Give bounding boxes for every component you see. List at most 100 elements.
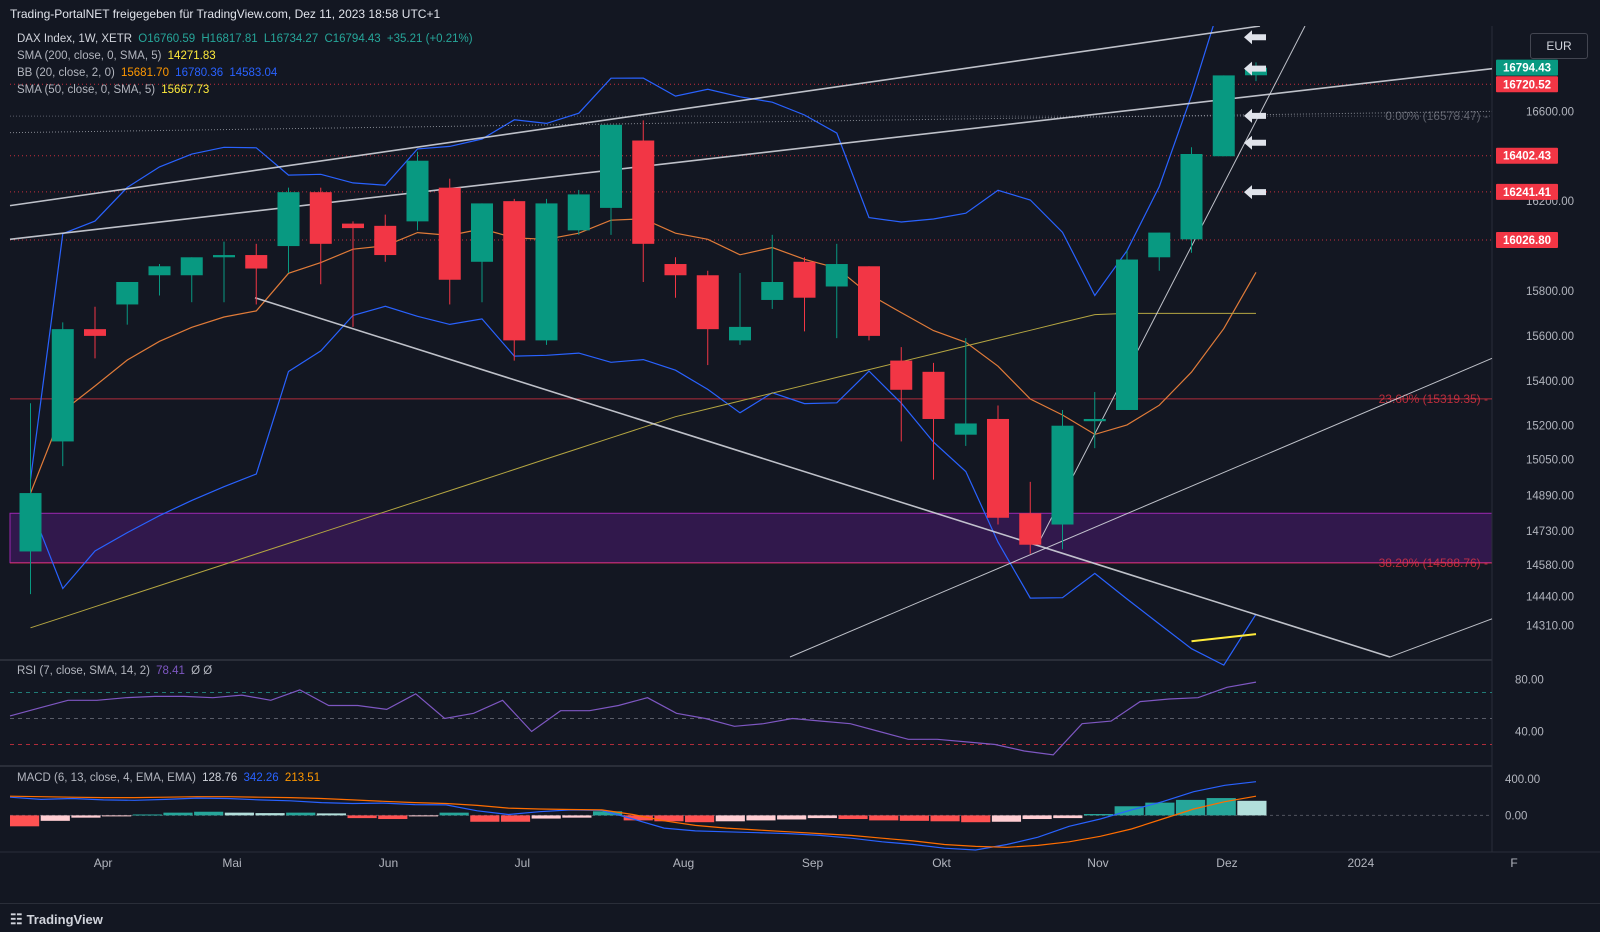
time-tick-label: Sep: [802, 856, 824, 870]
currency-button[interactable]: EUR: [1530, 33, 1588, 59]
macd-histogram-bar: [408, 815, 439, 817]
legend-macd-line: 342.26: [243, 772, 279, 784]
candle: [632, 120, 655, 282]
macd-tick-label: 0.00: [1505, 810, 1527, 822]
price-tag-label: 16026.80: [1503, 235, 1551, 247]
candle: [664, 257, 687, 298]
candle-body: [84, 329, 106, 336]
candle: [1019, 481, 1042, 554]
bb-lower-line: [29, 305, 1257, 666]
candle-body: [342, 223, 364, 229]
macd-pane[interactable]: 400.00 0.00: [9, 774, 1540, 851]
price-tick-label: 14890.00: [1526, 490, 1574, 502]
legend-bb-label: BB (20, close, 2, 0): [17, 67, 115, 79]
candle: [922, 362, 945, 480]
legend-main[interactable]: DAX Index, 1W, XETR O16760.59 H16817.81 …: [17, 33, 476, 45]
trend-line: [9, 110, 1493, 134]
macd-histogram-bar: [1206, 798, 1236, 816]
macd-histogram-bar: [1053, 815, 1083, 819]
time-axis[interactable]: Apr Mai Jun Jul Aug Sep Okt Nov Dez 2024 F: [94, 856, 1518, 870]
trend-line: [254, 296, 1391, 658]
price-chart[interactable]: 0.00% (16578.47) - 23.60% (15319.35) - 38.…: [0, 0, 1600, 903]
price-tick-label: 14580.00: [1526, 560, 1574, 572]
legend-change: +35.21 (+0.21%): [386, 33, 473, 45]
candles[interactable]: [19, 62, 1268, 595]
trend-line: [9, 25, 1261, 207]
candle: [1051, 409, 1074, 550]
arrow-marker: [1244, 108, 1266, 123]
legend-bb-lower: 14583.04: [229, 67, 278, 79]
macd-histogram-bar: [531, 815, 561, 819]
candle: [696, 270, 719, 366]
legend-sma50[interactable]: SMA (50, close, 0, SMA, 5) 15667.73: [17, 84, 212, 96]
price-tick-label: 15200.00: [1526, 421, 1574, 433]
legend-macd-value: 128.76: [202, 772, 238, 784]
price-tick-label: 15800.00: [1526, 286, 1574, 298]
macd-histogram-bar: [500, 815, 531, 822]
legend-symbol: DAX Index, 1W, XETR: [17, 33, 133, 45]
purple-zone: [9, 512, 1493, 564]
rsi-pane[interactable]: 80.00 40.00: [9, 675, 1544, 756]
candle: [600, 124, 622, 235]
macd-histogram-bar: [1022, 815, 1052, 820]
candle-body: [471, 203, 493, 262]
macd-histogram-bar: [10, 815, 40, 827]
candle-body: [180, 257, 203, 276]
macd-histogram-bar: [40, 815, 70, 821]
candle-body: [1116, 259, 1138, 410]
candle: [793, 257, 816, 332]
macd-histogram-bar: [930, 815, 960, 822]
price-tag: [1496, 183, 1558, 200]
macd-histogram-bar: [654, 815, 684, 822]
macd-histogram-bar: [470, 815, 500, 822]
candle: [890, 347, 913, 442]
candle: [858, 266, 880, 341]
time-tick-label: Aug: [673, 856, 694, 870]
legend-macd[interactable]: MACD (6, 13, close, 4, EMA, EMA) 128.76 …: [17, 772, 323, 784]
candle-body: [1180, 153, 1203, 240]
macd-histogram-bar: [777, 815, 807, 820]
price-tag-label: 16241.41: [1503, 187, 1552, 199]
time-tick-label: Jun: [379, 856, 398, 870]
macd-line: [9, 781, 1257, 851]
legend-sma200-value: 14271.83: [167, 50, 216, 62]
price-tag: [1496, 59, 1558, 76]
legend-sma200[interactable]: SMA (200, close, 0, SMA, 5) 14271.83: [17, 50, 219, 62]
candle-body: [987, 418, 1009, 518]
macd-histogram-bar: [102, 815, 132, 817]
share-header: Trading-PortalNET freigegeben für Tradin…: [0, 0, 1600, 26]
candle: [954, 338, 977, 446]
legend-bb[interactable]: BB (20, close, 2, 0) 15681.70 16780.36 1…: [17, 67, 280, 79]
arrow-marker: [1244, 185, 1266, 200]
macd-signal-line: [9, 795, 1257, 848]
arrow-marker: [1244, 61, 1266, 76]
trend-line: [9, 67, 1493, 241]
legend-macd-label: MACD (6, 13, close, 4, EMA, EMA): [17, 772, 196, 784]
macd-histogram-bar: [378, 815, 408, 820]
macd-histogram-bar: [807, 815, 837, 819]
candle: [535, 198, 558, 345]
tradingview-logo[interactable]: ☷ TradingView: [10, 911, 103, 927]
candle-body: [1212, 75, 1235, 157]
price-axis[interactable]: 16600.0016200.0015800.0015600.0015400.00…: [1496, 59, 1574, 633]
legend-rsi[interactable]: RSI (7, close, SMA, 14, 2) 78.41 Ø Ø: [17, 665, 215, 677]
candle-body: [922, 371, 945, 419]
candle-body: [729, 326, 751, 341]
trend-lines[interactable]: [9, 25, 1493, 658]
macd-tick-label: 400.00: [1505, 774, 1540, 786]
candle-body: [148, 266, 171, 276]
legend-rsi-label: RSI (7, close, SMA, 14, 2): [17, 665, 150, 677]
time-tick-label: Mai: [222, 856, 241, 870]
candle: [503, 198, 526, 361]
macd-histogram-bar: [685, 815, 715, 823]
candle-body: [696, 275, 719, 330]
price-tick-label: 15050.00: [1526, 454, 1574, 466]
arrow-markers: [1244, 30, 1266, 200]
candle-body: [374, 225, 397, 256]
macd-histogram-bar: [194, 811, 224, 816]
macd-histogram-bar: [991, 815, 1022, 822]
candle-body: [1051, 425, 1074, 525]
candle-body: [793, 261, 816, 298]
time-tick-label: Okt: [932, 856, 951, 870]
macd-histogram-bar: [1145, 802, 1175, 816]
